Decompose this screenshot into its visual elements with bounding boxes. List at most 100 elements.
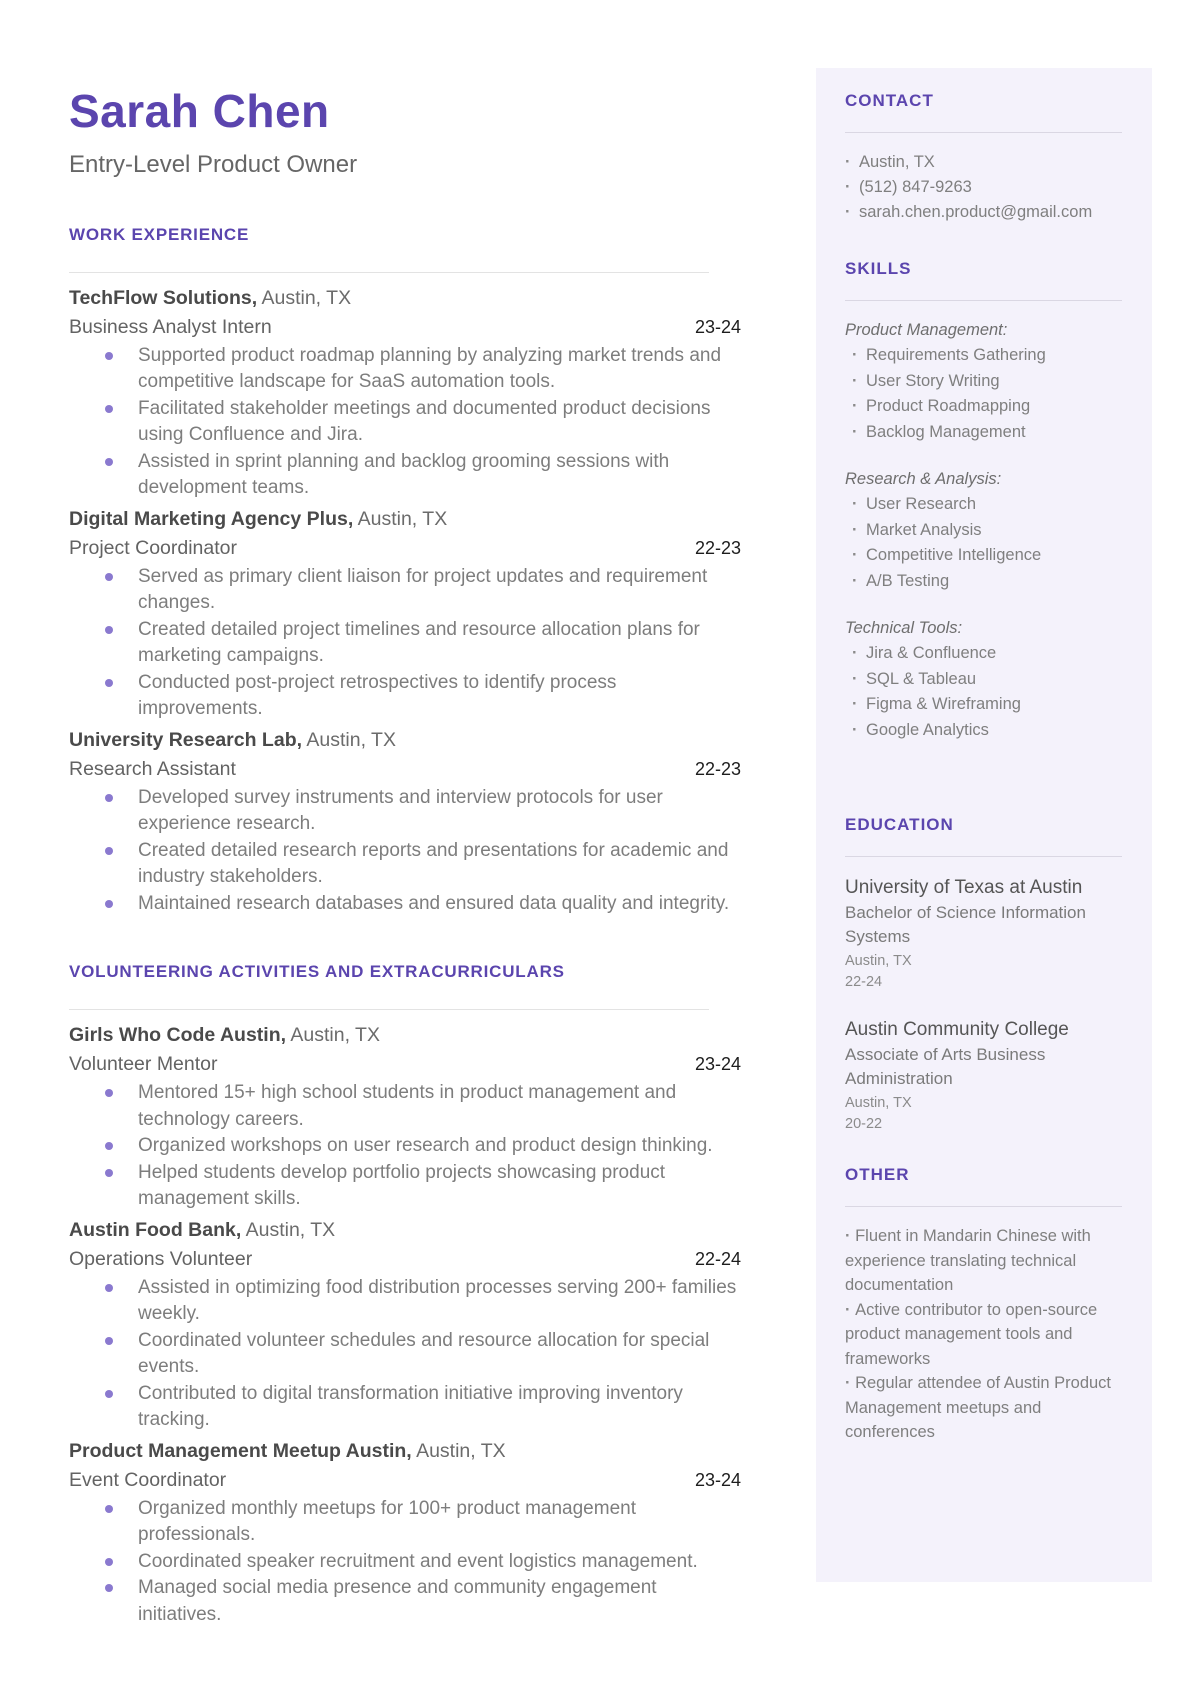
other-item: Fluent in Mandarin Chinese with experien…	[845, 1224, 1122, 1298]
degree: Associate of Arts Business Administratio…	[845, 1045, 1046, 1088]
job-dates: 22-24	[694, 1248, 741, 1269]
divider	[845, 856, 1122, 857]
job-location: Austin, TX	[261, 286, 352, 309]
divider	[69, 271, 709, 273]
skills-group: Technical Tools: Jira & ConfluenceSQL & T…	[845, 616, 1122, 743]
job-target-title: Entry-Level Product Owner	[69, 150, 358, 178]
skills-group-label: Product Management:	[845, 321, 1008, 339]
job-bullets: Assisted in optimizing food distribution…	[69, 1275, 741, 1434]
contact-item: (512) 847-9263	[845, 175, 1122, 200]
job-subheader: Volunteer Mentor 23-24	[69, 1050, 741, 1079]
job-entry: Digital Marketing Agency Plus, Austin, T…	[69, 505, 741, 723]
job-entry: TechFlow Solutions, Austin, TX Business A…	[69, 284, 741, 502]
job-location: Austin, TX	[290, 1024, 380, 1047]
bullet-item: Coordinated volunteer schedules and reso…	[69, 1328, 741, 1381]
bullet-item: Created detailed research reports and pr…	[69, 838, 741, 891]
company-name: Austin Food Bank,	[69, 1218, 242, 1241]
other-item: Regular attendee of Austin Product Manag…	[845, 1371, 1122, 1445]
company-name: Digital Marketing Agency Plus,	[69, 507, 354, 530]
section-heading: VOLUNTEERING ACTIVITIES AND EXTRACURRICU…	[69, 962, 565, 982]
education-entry: University of Texas at Austin Bachelor of…	[845, 874, 1122, 993]
skill-item: Figma & Wireframing	[845, 692, 1122, 718]
job-bullets: Developed survey instruments and intervi…	[69, 785, 741, 918]
job-subheader: Event Coordinator 23-24	[69, 1466, 741, 1495]
job-header: TechFlow Solutions, Austin, TX	[69, 284, 741, 313]
job-dates: 22-23	[694, 537, 741, 558]
degree: Bachelor of Science Information Systems	[845, 903, 1086, 946]
bullet-item: Conducted post-project retrospectives to…	[69, 670, 741, 723]
job-subheader: Operations Volunteer 22-24	[69, 1245, 741, 1274]
skills-heading: SKILLS	[845, 259, 912, 278]
job-entry: Austin Food Bank, Austin, TX Operations V…	[69, 1216, 741, 1434]
skill-item: Jira & Confluence	[845, 641, 1122, 667]
contact-item: sarah.chen.product@gmail.com	[845, 200, 1122, 225]
bullet-item: Maintained research databases and ensure…	[69, 891, 741, 918]
job-role: Operations Volunteer	[69, 1247, 253, 1270]
bullet-item: Facilitated stakeholder meetings and doc…	[69, 396, 741, 449]
job-subheader: Project Coordinator 22-23	[69, 534, 741, 563]
company-name: University Research Lab,	[69, 728, 303, 751]
bullet-item: Organized workshops on user research and…	[69, 1133, 741, 1160]
bullet-item: Assisted in optimizing food distribution…	[69, 1275, 741, 1328]
job-entry: University Research Lab, Austin, TX Resea…	[69, 726, 741, 918]
section-heading: WORK EXPERIENCE	[69, 224, 250, 244]
skill-item: Product Roadmapping	[845, 394, 1122, 420]
skill-item: Google Analytics	[845, 718, 1122, 744]
bullet-item: Managed social media presence and commun…	[69, 1575, 741, 1628]
page-title: Sarah Chen	[69, 85, 330, 137]
skill-item: Market Analysis	[845, 518, 1122, 544]
job-role: Project Coordinator	[69, 536, 237, 559]
job-location: Austin, TX	[357, 507, 448, 530]
job-header: University Research Lab, Austin, TX	[69, 726, 741, 755]
job-subheader: Research Assistant 22-23	[69, 755, 741, 784]
bullet-item: Mentored 15+ high school students in pro…	[69, 1080, 741, 1133]
divider	[69, 1009, 709, 1011]
other-item: Active contributor to open-source produc…	[845, 1298, 1122, 1372]
bullet-item: Served as primary client liaison for pro…	[69, 564, 741, 617]
skills-group-label: Technical Tools:	[845, 619, 963, 637]
company-name: Girls Who Code Austin,	[69, 1024, 287, 1047]
job-header: Girls Who Code Austin, Austin, TX	[69, 1021, 741, 1050]
job-header: Product Management Meetup Austin, Austin…	[69, 1437, 741, 1466]
divider	[845, 132, 1122, 133]
skills-group: Product Management: Requirements Gatherin…	[845, 318, 1122, 445]
skills-groups: Product Management: Requirements Gatherin…	[845, 318, 1122, 743]
job-role: Research Assistant	[69, 757, 236, 780]
bullet-item: Contributed to digital transformation in…	[69, 1381, 741, 1434]
bullet-item: Created detailed project timelines and r…	[69, 617, 741, 670]
contact-heading: CONTACT	[845, 91, 934, 110]
main-sections: WORK EXPERIENCE TechFlow Solutions, Austi…	[69, 225, 741, 1629]
bullet-item: Developed survey instruments and intervi…	[69, 785, 741, 838]
company-name: TechFlow Solutions,	[69, 286, 258, 309]
bullet-item: Assisted in sprint planning and backlog …	[69, 449, 741, 502]
skill-item: Requirements Gathering	[845, 343, 1122, 369]
contact-item: Austin, TX	[845, 150, 1122, 175]
job-header: Digital Marketing Agency Plus, Austin, T…	[69, 505, 741, 534]
school-name: University of Texas at Austin	[845, 877, 1083, 898]
job-location: Austin, TX	[306, 728, 396, 751]
other-list: Fluent in Mandarin Chinese with experien…	[845, 1224, 1122, 1445]
education-heading: EDUCATION	[845, 815, 954, 834]
school-dates: 20-22	[845, 1116, 883, 1132]
divider	[845, 300, 1122, 301]
job-bullets: Mentored 15+ high school students in pro…	[69, 1080, 741, 1213]
contact-list: Austin, TX(512) 847-9263sarah.chen.produ…	[845, 150, 1122, 225]
education-list: University of Texas at Austin Bachelor of…	[845, 874, 1122, 1135]
job-entry: Product Management Meetup Austin, Austin…	[69, 1437, 741, 1629]
contact-section: CONTACT Austin, TX(512) 847-9263sarah.ch…	[845, 91, 1122, 225]
job-entry: Girls Who Code Austin, Austin, TX Volunte…	[69, 1021, 741, 1213]
job-dates: 23-24	[694, 1469, 741, 1490]
job-subheader: Business Analyst Intern 23-24	[69, 313, 741, 342]
job-role: Business Analyst Intern	[69, 315, 272, 338]
job-dates: 23-24	[694, 1054, 741, 1075]
sidebar: CONTACT Austin, TX(512) 847-9263sarah.ch…	[816, 68, 1152, 1582]
main-column: Sarah Chen Entry-Level Product Owner WOR…	[69, 85, 741, 1629]
job-bullets: Served as primary client liaison for pro…	[69, 564, 741, 723]
skill-item: User Research	[845, 492, 1122, 518]
skill-item: SQL & Tableau	[845, 667, 1122, 693]
skill-item: Backlog Management	[845, 420, 1122, 446]
job-location: Austin, TX	[245, 1218, 336, 1241]
skills-group-label: Research & Analysis:	[845, 470, 1002, 488]
job-dates: 23-24	[694, 316, 741, 337]
